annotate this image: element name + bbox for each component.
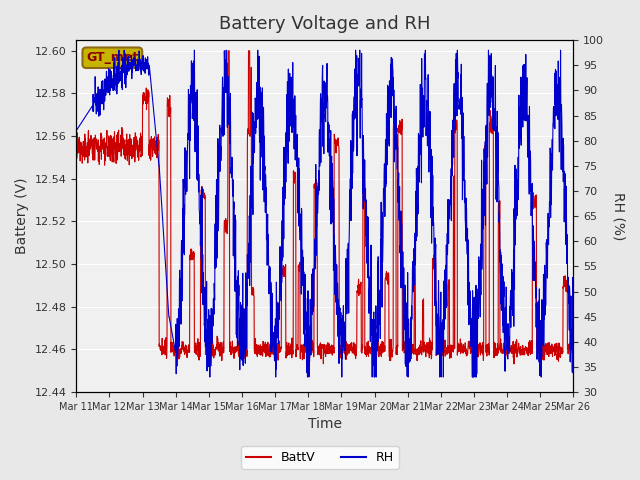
Legend: BattV, RH: BattV, RH — [241, 446, 399, 469]
Y-axis label: RH (%): RH (%) — [611, 192, 625, 240]
X-axis label: Time: Time — [308, 418, 342, 432]
Y-axis label: Battery (V): Battery (V) — [15, 178, 29, 254]
Title: Battery Voltage and RH: Battery Voltage and RH — [219, 15, 431, 33]
Text: GT_met: GT_met — [86, 51, 138, 64]
